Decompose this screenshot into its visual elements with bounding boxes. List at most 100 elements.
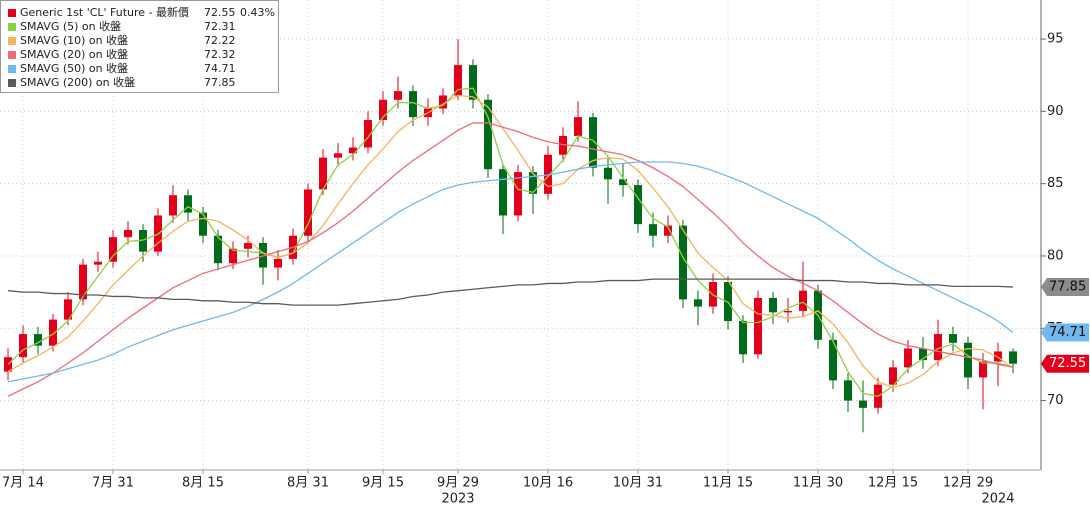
candle-body: [724, 282, 732, 322]
candle-body: [259, 242, 267, 268]
candle-body: [754, 297, 762, 355]
candle-body: [79, 264, 87, 300]
candle-body: [184, 195, 192, 213]
x-tick-label: 12月 29: [943, 476, 993, 491]
legend-value: 72.22: [204, 34, 236, 47]
x-tick-label: 12月 15: [868, 476, 918, 491]
candle-body: [889, 367, 897, 385]
candle-body: [904, 348, 912, 368]
last-value-badge: [1041, 323, 1089, 342]
legend-box: [0, 0, 279, 93]
plot-area: [4, 39, 1017, 433]
candle-body: [784, 310, 792, 313]
y-tick-label: 90: [1047, 104, 1064, 119]
last-value-label: 77.85: [1049, 280, 1086, 295]
candle-body: [574, 117, 582, 136]
candle-body: [934, 334, 942, 361]
x-tick-label: 7月 14: [2, 476, 44, 491]
sma-line: [7, 122, 1014, 397]
candle-body: [19, 334, 27, 358]
candle-body: [514, 172, 522, 216]
candle-body: [94, 261, 102, 265]
candle-body: [799, 290, 807, 311]
candle-body: [304, 189, 312, 236]
candle-body: [334, 153, 342, 158]
candle-body: [484, 99, 492, 170]
legend-label: Generic 1st 'CL' Future - 最新價: [20, 5, 189, 19]
x-tick-label: 8月 31: [287, 476, 329, 491]
legend-value: 72.32: [204, 48, 236, 61]
candle-body: [169, 195, 177, 216]
sma-line: [7, 278, 1014, 306]
x-tick-label: 11月 30: [793, 476, 843, 491]
candle-body: [139, 229, 147, 252]
candle-body: [619, 179, 627, 186]
candle-body: [109, 237, 117, 262]
candle-body: [214, 235, 222, 264]
legend-swatch: [8, 79, 16, 87]
candle-body: [529, 172, 537, 194]
sma-line: [7, 87, 1014, 397]
candle-body: [244, 242, 252, 249]
legend-value: 72.31: [204, 20, 236, 33]
legend-swatch: [8, 51, 16, 59]
candle-body: [859, 400, 867, 408]
x-tick-label: 9月 15: [362, 476, 404, 491]
candle-body: [919, 348, 927, 361]
legend-label: SMAVG (50) on 收盤: [20, 61, 128, 75]
candle-body: [34, 334, 42, 346]
candle-body: [829, 339, 837, 381]
candle-body: [454, 65, 462, 96]
candle-body: [559, 135, 567, 155]
last-value-label: 74.71: [1049, 325, 1086, 340]
legend-swatch: [8, 23, 16, 31]
y-tick-label: 85: [1047, 176, 1064, 191]
candle-body: [409, 91, 417, 118]
legend-label: SMAVG (20) on 收盤: [20, 47, 128, 61]
candle-body: [229, 248, 237, 264]
x-year-label: 2023: [441, 492, 474, 507]
candle-body: [589, 117, 597, 168]
sma-line: [7, 161, 1014, 383]
candle-body: [439, 95, 447, 109]
legend-swatch: [8, 65, 16, 73]
legend-value: 72.55: [204, 6, 236, 19]
x-tick-label: 8月 15: [182, 476, 224, 491]
last-value-badge: [1041, 354, 1089, 373]
candle-body: [964, 342, 972, 378]
candle-body: [319, 157, 327, 190]
candle-body: [364, 120, 372, 148]
legend-label: SMAVG (5) on 收盤: [20, 19, 121, 33]
last-value-badge: [1041, 278, 1089, 297]
candle-body: [769, 297, 777, 313]
candle-body: [979, 361, 987, 378]
legend-value: 74.71: [204, 62, 236, 75]
candle-body: [394, 91, 402, 100]
candle-body: [64, 299, 72, 320]
candle-body: [544, 154, 552, 194]
candle-body: [469, 65, 477, 100]
y-tick-label: 70: [1047, 393, 1064, 408]
legend: Generic 1st 'CL' Future - 最新價 72.55 0.43% S…: [0, 0, 279, 93]
candle-body: [4, 357, 12, 372]
legend-value: 77.85: [204, 76, 236, 89]
candle-body: [199, 212, 207, 236]
x-year-label: 2024: [981, 492, 1014, 507]
legend-swatch: [8, 9, 16, 17]
y-tick-label: 95: [1047, 32, 1064, 47]
candle-body: [994, 351, 1002, 362]
x-tick-label: 10月 31: [613, 476, 663, 491]
candle-body: [499, 169, 507, 216]
candle-body: [679, 225, 687, 300]
candle-body: [949, 334, 957, 343]
x-tick-label: 10月 16: [523, 476, 573, 491]
legend-change: 0.43%: [240, 6, 275, 19]
last-value-label: 72.55: [1049, 356, 1086, 371]
x-tick-label: 7月 31: [92, 476, 134, 491]
legend-label: SMAVG (10) on 收盤: [20, 33, 128, 47]
candle-body: [274, 258, 282, 268]
candle-body: [1009, 351, 1017, 364]
candle-body: [604, 167, 612, 180]
